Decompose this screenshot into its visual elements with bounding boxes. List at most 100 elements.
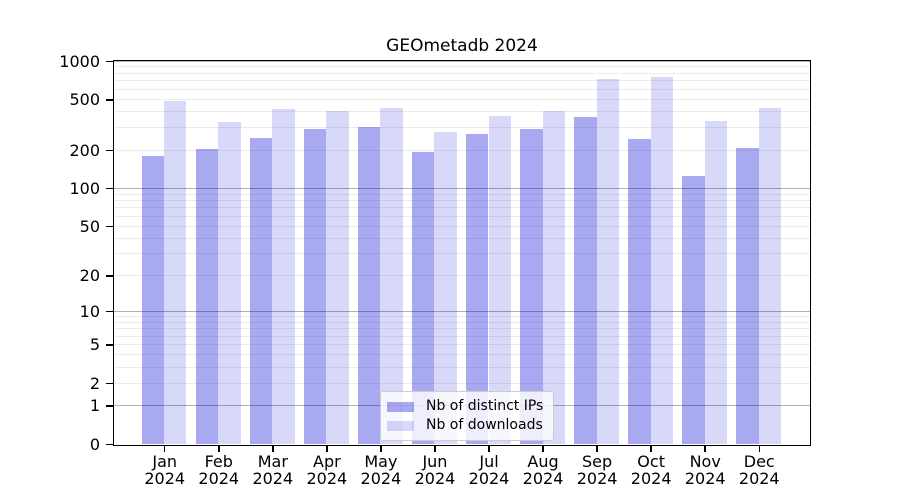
x-tick-mark-feb — [218, 446, 220, 452]
gridline-70 — [114, 207, 810, 209]
x-tick-label-jun: Jun 2024 — [405, 453, 465, 487]
gridlines-layer — [114, 60, 810, 445]
gridline-500 — [114, 99, 810, 100]
x-tick-year: 2024 — [630, 469, 672, 488]
bar-distinct-ips-sep — [574, 116, 597, 444]
y-tick-mark-20 — [106, 275, 113, 277]
x-tick-mark-oct — [650, 446, 652, 452]
gridline-700 — [114, 80, 810, 82]
bar-distinct-ips-jul — [466, 133, 489, 444]
legend-swatch-downloads-icon — [387, 420, 414, 431]
bar-downloads-sep — [596, 78, 619, 444]
y-tick-mark-50 — [106, 225, 113, 228]
x-tick-year: 2024 — [360, 469, 402, 488]
bar-downloads-jun — [434, 131, 457, 444]
x-tick-month: Aug — [527, 452, 559, 471]
x-tick-label-apr: Apr 2024 — [297, 453, 357, 487]
legend: Nb of distinct IPs Nb of downloads — [380, 391, 555, 441]
bar-downloads-jan — [164, 100, 187, 444]
x-tick-year: 2024 — [576, 469, 618, 488]
x-tick-year: 2024 — [306, 469, 348, 488]
x-tick-label-mar: Mar 2024 — [243, 453, 303, 487]
x-tick-label-sep: Sep 2024 — [567, 453, 627, 487]
bar-downloads-feb — [218, 121, 241, 444]
gridline-300 — [114, 127, 810, 129]
x-tick-mark-mar — [272, 446, 274, 452]
y-tick-label-20: 20 — [79, 265, 100, 285]
gridline-5 — [114, 344, 810, 346]
y-tick-mark-100 — [106, 187, 113, 190]
gridline-80 — [114, 199, 810, 201]
x-tick-year: 2024 — [198, 469, 240, 488]
gridline-2 — [114, 382, 810, 384]
x-tick-month: Apr — [313, 452, 341, 471]
legend-label-distinct-ips: Nb of distinct IPs — [426, 398, 544, 414]
gridline-1000 — [114, 60, 810, 62]
x-tick-month: Sep — [582, 452, 613, 471]
bars-layer — [114, 61, 810, 445]
bar-downloads-mar — [272, 109, 295, 444]
x-tick-month: May — [364, 452, 398, 471]
x-tick-mark-may — [380, 446, 382, 452]
x-tick-label-may: May 2024 — [351, 453, 411, 487]
y-tick-mark-5 — [106, 344, 113, 346]
x-tick-month: Dec — [743, 452, 775, 471]
x-tick-mark-sep — [596, 446, 598, 452]
bar-distinct-ips-jun — [412, 151, 435, 444]
y-tick-label-10: 10 — [79, 301, 100, 321]
bar-downloads-aug — [542, 110, 565, 444]
x-tick-mark-dec — [758, 446, 760, 452]
x-tick-label-feb: Feb 2024 — [189, 453, 249, 487]
x-tick-label-dec: Dec 2024 — [729, 453, 789, 487]
y-tick-label-0: 0 — [89, 434, 100, 454]
bar-distinct-ips-may — [358, 127, 381, 444]
y-tick-label-2: 2 — [89, 373, 100, 393]
bar-distinct-ips-apr — [304, 129, 327, 444]
gridline-400 — [114, 111, 810, 113]
x-tick-mark-jan — [163, 446, 166, 452]
x-tick-month: Feb — [204, 452, 233, 471]
x-tick-month: Oct — [637, 452, 665, 471]
x-tick-year: 2024 — [414, 469, 456, 488]
y-tick-label-100: 100 — [69, 178, 100, 198]
x-tick-month: Jun — [422, 452, 448, 471]
x-tick-year: 2024 — [252, 469, 294, 488]
bar-downloads-apr — [326, 110, 349, 444]
y-tick-label-200: 200 — [69, 140, 100, 160]
bar-downloads-dec — [758, 107, 782, 444]
x-tick-year: 2024 — [522, 469, 564, 488]
bar-distinct-ips-dec — [736, 148, 759, 444]
x-tick-month: Nov — [689, 452, 721, 471]
gridline-900 — [114, 66, 810, 68]
x-tick-month: Mar — [257, 452, 288, 471]
x-tick-label-oct: Oct 2024 — [621, 453, 681, 487]
gridline-10 — [114, 310, 810, 312]
x-tick-label-nov: Nov 2024 — [675, 453, 735, 487]
legend-label-downloads: Nb of downloads — [426, 417, 543, 433]
bar-downloads-may — [380, 107, 403, 444]
bar-distinct-ips-oct — [628, 138, 651, 444]
gridline-6 — [114, 335, 810, 337]
x-tick-mark-aug — [542, 446, 544, 452]
x-tick-mark-jun — [434, 446, 436, 452]
y-tick-mark-2 — [106, 382, 113, 385]
y-tick-mark-10 — [106, 310, 113, 313]
x-tick-year: 2024 — [684, 469, 726, 488]
y-tick-mark-1 — [106, 405, 113, 407]
y-tick-label-50: 50 — [79, 216, 100, 236]
gridline-7 — [114, 328, 810, 330]
y-tick-mark-500 — [106, 99, 113, 101]
x-tick-month: Jan — [152, 452, 178, 471]
gridline-60 — [114, 215, 810, 217]
gridline-9 — [114, 315, 810, 317]
bar-distinct-ips-feb — [195, 148, 219, 444]
x-tick-year: 2024 — [468, 469, 510, 488]
x-tick-label-aug: Aug 2024 — [513, 453, 573, 487]
x-tick-mark-nov — [704, 446, 706, 452]
legend-row-distinct-ips: Nb of distinct IPs — [387, 397, 543, 416]
plot-area: Nb of distinct IPs Nb of downloads — [113, 60, 811, 446]
y-tick-mark-200 — [106, 149, 113, 152]
x-tick-year: 2024 — [738, 469, 780, 488]
gridline-800 — [114, 72, 810, 74]
x-tick-mark-apr — [326, 446, 328, 452]
